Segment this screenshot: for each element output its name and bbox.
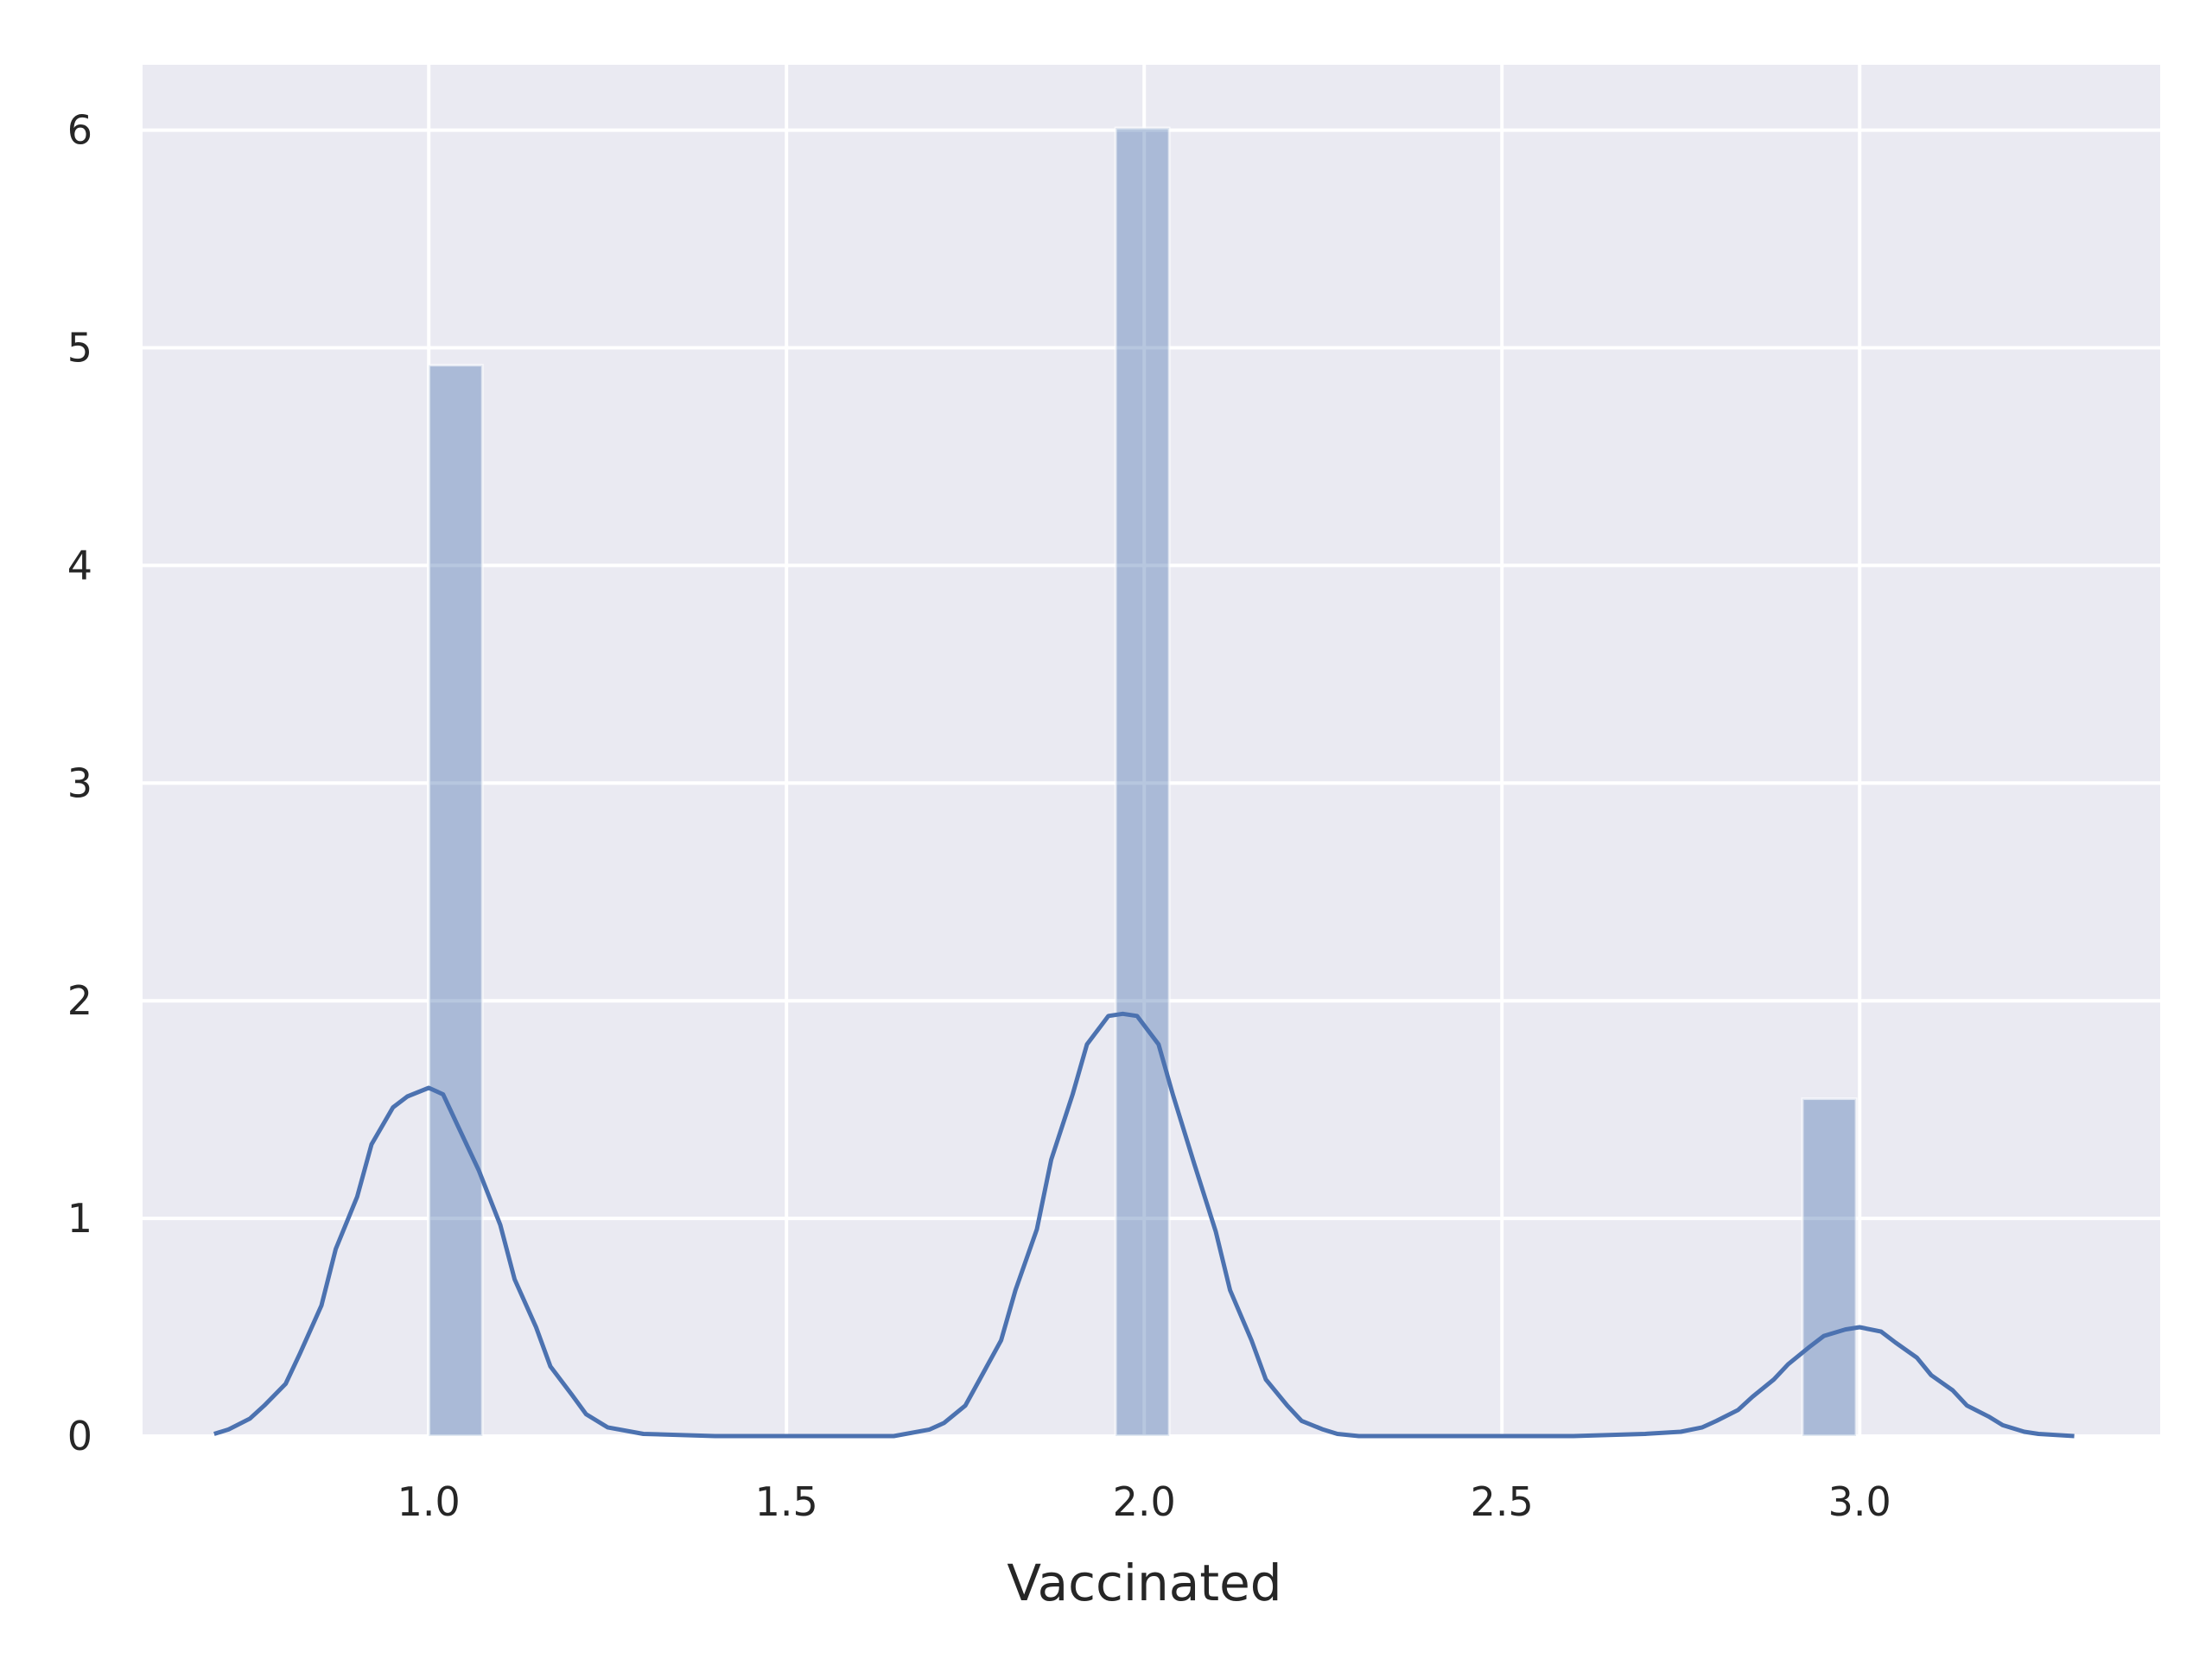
x-tick-label: 1.5 — [755, 1478, 818, 1525]
y-tick-label: 5 — [67, 324, 92, 371]
histogram-bar — [427, 364, 484, 1438]
x-tick-label: 1.0 — [397, 1478, 461, 1525]
histogram-bar — [1114, 126, 1171, 1438]
x-tick-label: 3.0 — [1828, 1478, 1891, 1525]
y-tick-label: 0 — [67, 1413, 92, 1459]
histogram-bar — [1801, 1097, 1858, 1438]
y-tick-labels: 0 1 2 3 4 5 6 — [67, 107, 92, 1459]
x-tick-label: 2.0 — [1113, 1478, 1176, 1525]
y-tick-label: 1 — [67, 1195, 92, 1242]
plot-background — [143, 65, 2160, 1436]
x-axis-label: Vaccinated — [1007, 1554, 1281, 1612]
y-tick-label: 3 — [67, 760, 92, 806]
kde-line — [213, 1011, 2075, 1439]
x-tick-labels: 1.0 1.5 2.0 2.5 3.0 — [397, 1478, 1891, 1525]
y-tick-label: 6 — [67, 107, 92, 154]
y-tick-label: 2 — [67, 977, 92, 1024]
grid-lines — [143, 65, 2160, 1438]
histogram-bars — [427, 126, 1858, 1438]
x-tick-label: 2.5 — [1471, 1478, 1534, 1525]
y-tick-label: 4 — [67, 542, 92, 588]
